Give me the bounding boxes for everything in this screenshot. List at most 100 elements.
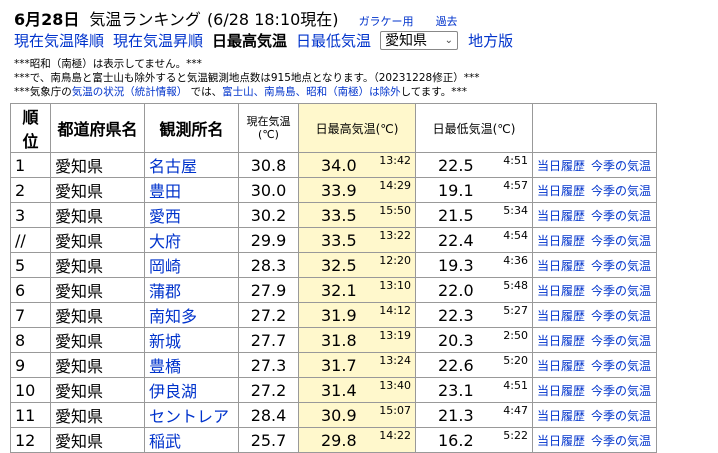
table-row: 7 愛知県 南知多 27.2 31.9 14:12 22.3 5:27 当日履歴 今季の気温 (10, 302, 657, 328)
max-temp-cell: 31.4 13:40 (298, 377, 416, 403)
max-temp-cell: 30.9 15:07 (298, 402, 416, 428)
min-temp-link[interactable]: 日最低気温 (296, 31, 372, 50)
season-temp-link[interactable]: 今季の気温 (591, 233, 652, 248)
station-link[interactable]: 蒲郡 (149, 282, 182, 301)
max-temp-time: 13:40 (379, 379, 411, 392)
sort-desc-link[interactable]: 現在気温降順 (14, 31, 105, 50)
rank-cell: 9 (10, 352, 51, 378)
season-temp-link[interactable]: 今季の気温 (591, 358, 652, 373)
station-link[interactable]: 伊良湖 (149, 382, 198, 401)
station-cell: 新城 (144, 327, 239, 353)
today-history-link[interactable]: 当日履歴 (537, 258, 586, 273)
now-temp-cell: 28.4 (238, 402, 299, 428)
min-temp-time: 5:48 (503, 279, 528, 292)
station-link[interactable]: 南知多 (149, 307, 198, 326)
past-link[interactable]: 過去 (435, 15, 458, 28)
table-row: 12 愛知県 稲武 25.7 29.8 14:22 16.2 5:22 当日履歴 今季の気温 (10, 427, 657, 453)
station-cell: 豊橋 (144, 352, 239, 378)
season-temp-link[interactable]: 今季の気温 (591, 183, 652, 198)
note-line-2: ***で、南鳥島と富士山も除外すると気温観測地点数は915地点となります。（20… (14, 72, 480, 84)
min-temp-time: 5:22 (503, 429, 528, 442)
garake-link[interactable]: ガラケー用 (358, 15, 414, 28)
min-temp-value: 22.0 (438, 281, 474, 300)
min-temp-cell: 22.3 5:27 (415, 302, 533, 328)
prefecture-select[interactable]: 愛知県 ⌄ (380, 30, 459, 50)
season-temp-link[interactable]: 今季の気温 (591, 283, 652, 298)
season-temp-link[interactable]: 今季の気温 (591, 333, 652, 348)
season-temp-link[interactable]: 今季の気温 (591, 408, 652, 423)
station-link[interactable]: 豊田 (149, 182, 182, 201)
links-cell: 当日履歴 今季の気温 (532, 352, 657, 378)
min-temp-cell: 21.5 5:34 (415, 202, 533, 228)
station-cell: 愛西 (144, 202, 239, 228)
max-temp-cell: 33.5 13:22 (298, 227, 416, 253)
today-history-link[interactable]: 当日履歴 (537, 383, 586, 398)
min-temp-time: 4:47 (503, 404, 528, 417)
min-temp-time: 4:51 (503, 379, 528, 392)
max-temp-cell: 32.1 13:10 (298, 277, 416, 303)
today-history-link[interactable]: 当日履歴 (537, 208, 586, 223)
season-temp-link[interactable]: 今季の気温 (591, 308, 652, 323)
table-row: 5 愛知県 岡崎 28.3 32.5 12:20 19.3 4:36 当日履歴 今季の気温 (10, 252, 657, 278)
today-history-link[interactable]: 当日履歴 (537, 183, 586, 198)
rank-cell: 5 (10, 252, 51, 278)
sort-asc-link[interactable]: 現在気温昇順 (113, 31, 204, 50)
today-history-link[interactable]: 当日履歴 (537, 408, 586, 423)
season-temp-link[interactable]: 今季の気温 (591, 208, 652, 223)
max-temp-time: 13:42 (379, 154, 411, 167)
header-min-temp: 日最低気温(℃) (415, 103, 533, 153)
page-title: 気温ランキング (89, 10, 201, 29)
table-row: 11 愛知県 セントレア 28.4 30.9 15:07 21.3 4:47 当日履歴 今季の気温 (10, 402, 657, 428)
note-line-3-mid: では、 (190, 86, 223, 98)
today-history-link[interactable]: 当日履歴 (537, 308, 586, 323)
chevron-down-icon: ⌄ (444, 34, 454, 46)
today-history-link[interactable]: 当日履歴 (537, 158, 586, 173)
today-history-link[interactable]: 当日履歴 (537, 283, 586, 298)
station-link[interactable]: 大府 (149, 232, 182, 251)
table-row: 8 愛知県 新城 27.7 31.8 13:19 20.3 2:50 当日履歴 今季の気温 (10, 327, 657, 353)
excluded-stations-link[interactable]: 富士山、南鳥島、昭和（南極）は除外 (222, 86, 401, 98)
region-version-link[interactable]: 地方版 (468, 31, 514, 50)
today-history-link[interactable]: 当日履歴 (537, 358, 586, 373)
prefecture-cell: 愛知県 (50, 152, 145, 178)
station-link[interactable]: 名古屋 (149, 157, 198, 176)
station-link[interactable]: 稲武 (149, 432, 182, 451)
prefecture-cell: 愛知県 (50, 427, 145, 453)
station-link[interactable]: 愛西 (149, 207, 182, 226)
table-row: 3 愛知県 愛西 30.2 33.5 15:50 21.5 5:34 当日履歴 今季の気温 (10, 202, 657, 228)
season-temp-link[interactable]: 今季の気温 (591, 383, 652, 398)
station-link[interactable]: 新城 (149, 332, 182, 351)
min-temp-value: 22.5 (438, 156, 474, 175)
max-temp-time: 12:20 (379, 254, 411, 267)
min-temp-cell: 16.2 5:22 (415, 427, 533, 453)
max-temp-value: 31.7 (321, 356, 357, 375)
max-temp-time: 15:50 (379, 204, 411, 217)
season-temp-link[interactable]: 今季の気温 (591, 258, 652, 273)
min-temp-cell: 22.5 4:51 (415, 152, 533, 178)
station-link[interactable]: セントレア (149, 407, 230, 426)
rank-cell: // (10, 227, 51, 253)
rank-cell: 1 (10, 152, 51, 178)
rank-cell: 2 (10, 177, 51, 203)
station-link[interactable]: 岡崎 (149, 257, 182, 276)
today-history-link[interactable]: 当日履歴 (537, 233, 586, 248)
min-temp-value: 21.5 (438, 206, 474, 225)
station-link[interactable]: 豊橋 (149, 357, 182, 376)
station-cell: 豊田 (144, 177, 239, 203)
update-timestamp: (6/28 18:10現在) (206, 10, 339, 29)
prefecture-cell: 愛知県 (50, 402, 145, 428)
header-rank: 順位 (10, 103, 51, 153)
prefecture-select-value: 愛知県 (385, 33, 428, 49)
season-temp-link[interactable]: 今季の気温 (591, 158, 652, 173)
station-cell: 伊良湖 (144, 377, 239, 403)
min-temp-time: 5:27 (503, 304, 528, 317)
min-temp-cell: 23.1 4:51 (415, 377, 533, 403)
links-cell: 当日履歴 今季の気温 (532, 252, 657, 278)
rank-cell: 8 (10, 327, 51, 353)
temperature-stats-link[interactable]: 気温の状況（統計情報） (71, 86, 188, 98)
prefecture-cell: 愛知県 (50, 327, 145, 353)
now-temp-cell: 28.3 (238, 252, 299, 278)
today-history-link[interactable]: 当日履歴 (537, 333, 586, 348)
max-temp-cell: 31.8 13:19 (298, 327, 416, 353)
prefecture-cell: 愛知県 (50, 352, 145, 378)
